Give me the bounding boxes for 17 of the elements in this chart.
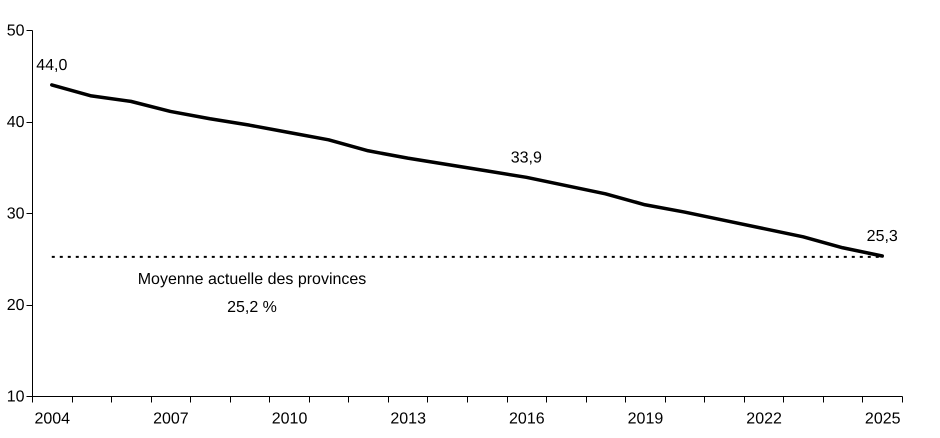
y-tick-label: 50 xyxy=(6,22,25,40)
data-label: 33,9 xyxy=(510,149,542,166)
ref-line-label: Moyenne actuelle des provinces 25,2 % xyxy=(138,270,366,316)
x-tick-label: 2019 xyxy=(628,410,664,428)
y-tick-label: 20 xyxy=(6,297,25,314)
y-tick-label: 30 xyxy=(6,206,25,222)
x-tick-label: 2022 xyxy=(746,410,782,428)
y-tick-label: 10 xyxy=(6,388,25,406)
y-tick-label: 40 xyxy=(6,114,25,131)
data-label: 25,3 xyxy=(866,228,898,246)
x-tick-label: 2016 xyxy=(509,410,545,428)
x-tick-label: 2007 xyxy=(153,410,189,428)
x-tick-label: 2025 xyxy=(864,410,901,428)
data-label: 44,0 xyxy=(36,56,68,74)
x-tick-label: 2004 xyxy=(34,410,70,428)
x-tick-label: 2010 xyxy=(272,410,308,428)
x-tick-label: 2013 xyxy=(390,410,426,428)
